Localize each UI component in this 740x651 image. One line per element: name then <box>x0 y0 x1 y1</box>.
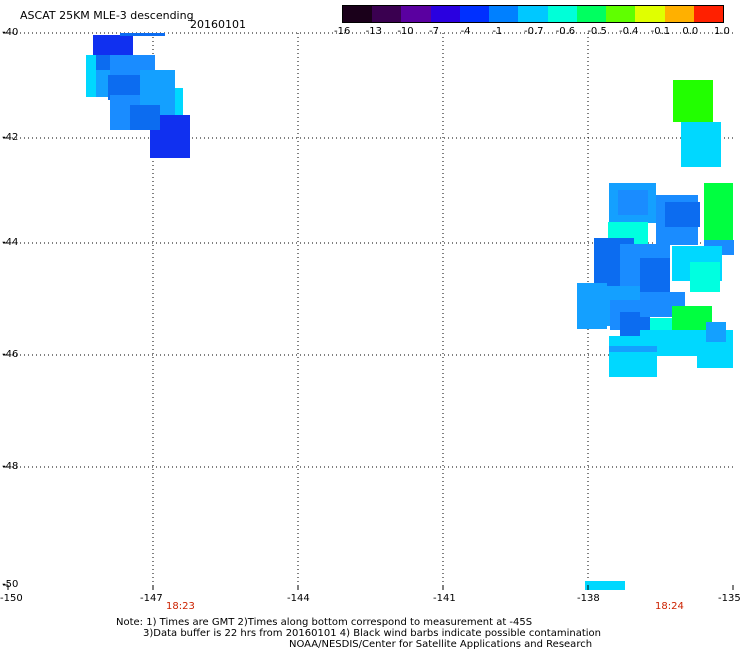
colorbar-segment <box>693 6 724 22</box>
lon-label-135: -135 <box>718 593 740 604</box>
wind-cell <box>585 581 625 590</box>
lat-label-46: -46 <box>2 349 19 360</box>
colorbar-labels: -16 -13 -10 -7 -4 -1 -0.7 -0.6 -0.5 -0.4 -0.1 0.0 1.… <box>0 26 740 38</box>
wind-cell <box>86 55 96 97</box>
wind-cell <box>690 262 720 292</box>
colorbar-segment <box>547 6 577 22</box>
lat-label-50: -50 <box>2 579 19 590</box>
lon-label-138: -138 <box>577 593 600 604</box>
lat-label-42: -42 <box>2 132 19 143</box>
note-line-3: NOAA/NESDIS/Center for Satellite Applica… <box>289 639 593 650</box>
note-line-1: Note: 1) Times are GMT 2)Times along bot… <box>116 617 533 628</box>
lat-label-40: -40 <box>2 27 19 38</box>
colorbar-segment <box>635 6 665 22</box>
wind-cell <box>130 105 160 130</box>
lon-label-141: -141 <box>433 593 456 604</box>
wind-cell <box>681 122 721 167</box>
colorbar-label: -1 <box>492 26 503 37</box>
wind-cell <box>93 35 133 55</box>
colorbar-segment <box>372 6 402 22</box>
colorbar-label: -0.1 <box>650 26 671 37</box>
colorbar-segment <box>459 6 490 22</box>
colorbar-segment <box>606 6 636 22</box>
colorbar-label: -10 <box>397 26 414 37</box>
wind-cell <box>706 322 726 342</box>
colorbar-segment <box>664 6 694 22</box>
colorbar-label: 0.0 <box>682 26 699 37</box>
note-line-2: 3)Data buffer is 22 hrs from 20160101 4)… <box>143 628 601 639</box>
colorbar-label: 1.0 <box>714 26 730 37</box>
wind-cell <box>609 346 657 352</box>
colorbar-label: -0.7 <box>524 26 544 37</box>
lon-label-144: -144 <box>287 593 310 604</box>
time-right: 18:24 <box>655 601 684 612</box>
colorbar-segment <box>518 6 548 22</box>
colorbar-label: -7 <box>429 26 439 37</box>
colorbar-label: -0.4 <box>619 26 639 37</box>
wind-cell <box>665 202 700 227</box>
wind-cell <box>704 183 733 243</box>
wind-cell <box>640 258 670 298</box>
lon-label-150: -150 <box>0 593 23 604</box>
wind-cell <box>673 80 713 122</box>
wind-cell <box>609 336 657 377</box>
wind-cell <box>618 190 648 215</box>
time-left: 18:23 <box>166 601 195 612</box>
map-title: ASCAT 25KM MLE-3 descending <box>20 9 194 22</box>
colorbar-label: -0.5 <box>587 26 607 37</box>
colorbar-label: -0.6 <box>555 26 576 37</box>
wind-swaths <box>86 33 734 590</box>
colorbar-segment <box>430 6 460 22</box>
wind-cell <box>120 33 165 36</box>
wind-cell <box>175 88 183 118</box>
colorbar-label: -16 <box>334 26 351 37</box>
map-date: 20160101 <box>190 18 246 31</box>
colorbar-segment <box>576 6 607 22</box>
lat-label-44: -44 <box>2 237 19 248</box>
colorbar-label: -13 <box>365 26 382 37</box>
lat-label-48: -48 <box>2 461 19 472</box>
axis-ticks <box>3 32 734 590</box>
colorbar-segment <box>489 6 519 22</box>
colorbar-segment <box>343 6 373 22</box>
colorbar-segment <box>401 6 431 22</box>
lon-label-147: -147 <box>140 593 163 604</box>
colorbar <box>342 5 724 23</box>
wind-cell <box>656 336 698 356</box>
colorbar-label: -4 <box>460 26 471 37</box>
